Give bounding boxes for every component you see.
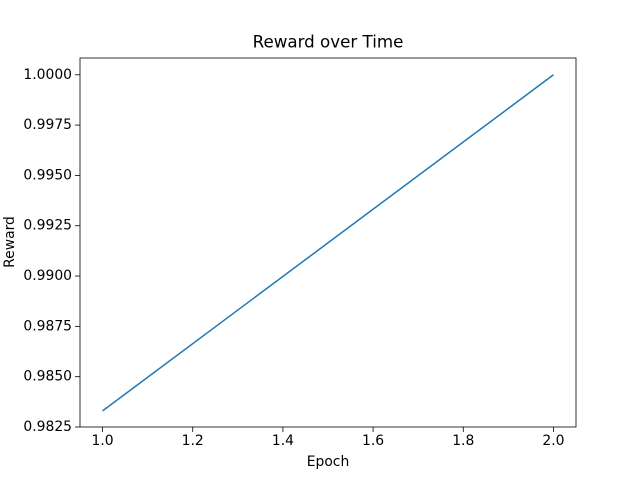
y-tick-label: 0.9875	[23, 318, 72, 334]
line	[102, 74, 554, 412]
y-tick-label: 0.9900	[23, 268, 72, 284]
y-tick-label: 1.0000	[23, 67, 72, 83]
x-tick-label: 1.6	[362, 433, 384, 449]
x-tick-label: 2.0	[542, 433, 564, 449]
x-axis-label: Epoch	[307, 454, 350, 470]
x-tick-label: 1.2	[182, 433, 204, 449]
x-tick-label: 1.0	[91, 433, 113, 449]
axes-frame	[79, 57, 577, 428]
y-tick-label: 0.9925	[23, 218, 72, 234]
y-tick-label: 0.9850	[23, 369, 72, 385]
y-tick-label: 0.9975	[23, 117, 72, 133]
y-tick-label: 0.9825	[23, 419, 72, 435]
y-axis-label: Reward	[2, 216, 18, 268]
chart-title: Reward over Time	[253, 32, 404, 52]
y-tick-label: 0.9950	[23, 167, 72, 183]
x-tick-label: 1.4	[272, 433, 294, 449]
x-tick-label: 1.8	[452, 433, 474, 449]
